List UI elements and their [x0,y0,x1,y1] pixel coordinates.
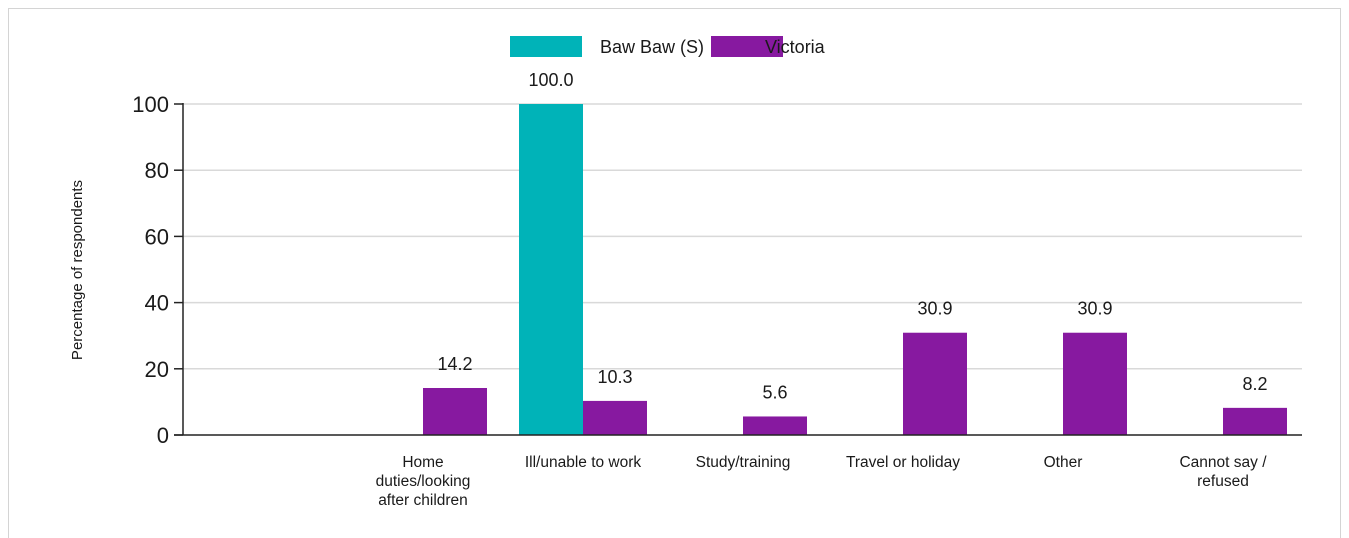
y-tick-label: 0 [157,423,169,448]
x-category-label-line: Cannot say / [1179,454,1267,471]
bars [423,104,1287,435]
gridlines [183,103,1302,370]
legend-label: Baw Baw (S) [600,37,704,57]
x-category-label-line: Home [402,454,443,471]
y-tick-label: 40 [145,291,169,316]
legend-swatch [711,36,783,57]
x-category-label: Study/training [696,454,791,471]
chart-frame [8,8,1341,538]
data-label: 30.9 [1077,299,1112,319]
data-label: 30.9 [917,299,952,319]
x-category-label: Other [1044,454,1083,471]
bar-victoria [423,387,487,435]
x-category-label: Home duties/looking after children [376,454,471,509]
bar-victoria [1063,332,1127,435]
data-label: 8.2 [1242,374,1267,394]
x-category-label: Ill/unable to work [525,454,642,471]
bar-victoria [583,400,647,435]
x-axis-category-labels: Home duties/looking after children Ill/unab… [376,454,1268,509]
x-category-label-line: Ill/unable to work [525,454,642,471]
y-tick-label: 60 [145,224,169,249]
y-axis-title: Percentage of respondents [69,180,86,360]
x-category-label-line: Travel or holiday [846,454,960,471]
data-label: 100.0 [528,70,573,90]
data-label: 10.3 [597,367,632,387]
legend-label: Victoria [765,37,826,57]
y-tick-label: 80 [145,158,169,183]
x-category-label-line: Study/training [696,454,791,471]
x-category-label: Cannot say / refused [1179,454,1267,490]
data-label: 14.2 [437,354,472,374]
bar-victoria [1223,407,1287,435]
legend: Baw Baw (S) Victoria [510,36,826,57]
data-labels: 100.0 14.2 10.3 5.6 30.9 30.9 8.2 [437,70,1267,402]
bar-victoria [743,416,807,435]
x-category-label-line: duties/looking [376,473,471,490]
x-category-label: Travel or holiday [846,454,960,471]
bar-victoria [903,332,967,435]
legend-swatch [510,36,582,57]
axes [174,103,1302,436]
data-label: 5.6 [762,382,787,402]
bar-baw-baw-s- [519,104,583,435]
x-category-label-line: refused [1197,473,1249,490]
x-category-label-line: after children [378,492,468,509]
y-axis-ticks: 0 20 40 60 80 100 [132,92,183,448]
y-tick-label: 20 [145,357,169,382]
y-tick-label: 100 [132,92,169,117]
x-category-label-line: Other [1044,454,1083,471]
